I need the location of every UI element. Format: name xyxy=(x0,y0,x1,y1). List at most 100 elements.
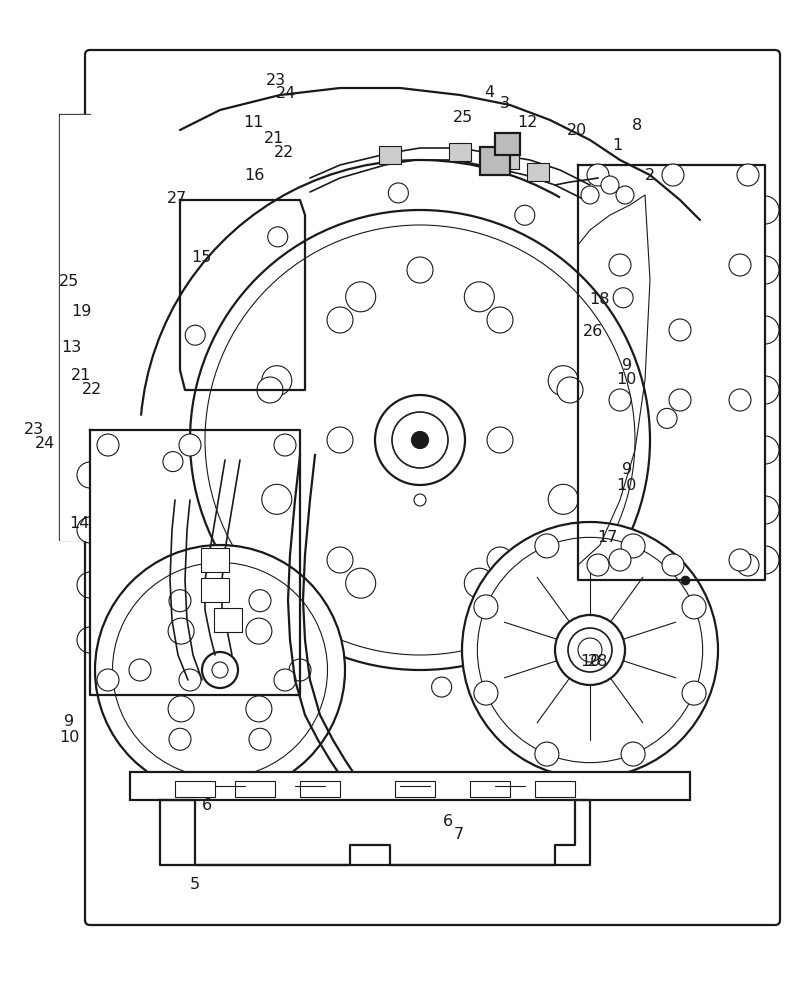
Bar xyxy=(534,781,574,797)
Circle shape xyxy=(345,282,375,312)
Circle shape xyxy=(668,319,690,341)
Circle shape xyxy=(477,537,702,763)
Text: 6: 6 xyxy=(443,814,453,829)
Text: 7: 7 xyxy=(453,827,463,842)
Text: 25: 25 xyxy=(453,110,472,125)
Bar xyxy=(214,608,242,632)
Circle shape xyxy=(273,669,296,691)
Text: 23: 23 xyxy=(266,73,285,88)
Circle shape xyxy=(168,618,194,644)
Text: 9: 9 xyxy=(64,714,74,729)
Text: 17: 17 xyxy=(596,530,617,546)
Polygon shape xyxy=(60,115,90,540)
Circle shape xyxy=(661,554,683,576)
Circle shape xyxy=(249,728,271,750)
FancyBboxPatch shape xyxy=(85,50,779,925)
Text: 14: 14 xyxy=(69,516,90,532)
Text: 20: 20 xyxy=(566,123,586,138)
Circle shape xyxy=(392,412,448,468)
Circle shape xyxy=(616,186,633,204)
Circle shape xyxy=(556,377,582,403)
Text: 2: 2 xyxy=(644,168,654,183)
Circle shape xyxy=(345,568,375,598)
Text: 25: 25 xyxy=(59,274,79,290)
Circle shape xyxy=(273,434,296,456)
Text: 18: 18 xyxy=(588,292,609,308)
Circle shape xyxy=(375,395,465,485)
Text: 12: 12 xyxy=(517,115,538,130)
Circle shape xyxy=(414,494,426,506)
Circle shape xyxy=(268,227,287,247)
Text: 24: 24 xyxy=(276,86,295,101)
Circle shape xyxy=(612,288,633,308)
Text: 16: 16 xyxy=(243,168,264,183)
Circle shape xyxy=(514,205,534,225)
Text: 21: 21 xyxy=(264,131,285,146)
Text: 15: 15 xyxy=(191,250,212,265)
Circle shape xyxy=(257,377,283,403)
Text: 1: 1 xyxy=(611,138,621,153)
Circle shape xyxy=(327,307,353,333)
Bar xyxy=(379,146,401,164)
Circle shape xyxy=(97,669,119,691)
Circle shape xyxy=(246,696,272,722)
Bar xyxy=(234,781,275,797)
Circle shape xyxy=(169,590,191,612)
Bar xyxy=(448,143,470,161)
Circle shape xyxy=(728,254,750,276)
Text: 27: 27 xyxy=(167,191,187,206)
Circle shape xyxy=(547,484,577,514)
Circle shape xyxy=(547,366,577,396)
Bar xyxy=(495,133,519,155)
Circle shape xyxy=(661,164,683,186)
Bar xyxy=(526,163,548,181)
Circle shape xyxy=(474,595,497,619)
Circle shape xyxy=(736,164,758,186)
Text: 8: 8 xyxy=(632,118,642,133)
Circle shape xyxy=(551,633,572,653)
Circle shape xyxy=(305,655,324,675)
Circle shape xyxy=(261,366,291,396)
Circle shape xyxy=(169,728,191,750)
Text: 11: 11 xyxy=(242,115,264,130)
Circle shape xyxy=(204,225,634,655)
Circle shape xyxy=(207,572,226,592)
Bar xyxy=(496,151,518,169)
Circle shape xyxy=(464,568,494,598)
Circle shape xyxy=(461,522,717,778)
Circle shape xyxy=(202,652,238,688)
Text: 5: 5 xyxy=(190,878,200,892)
Bar xyxy=(479,147,509,175)
Bar xyxy=(201,578,229,602)
Circle shape xyxy=(185,325,205,345)
Circle shape xyxy=(411,432,427,448)
Text: 13: 13 xyxy=(62,340,81,355)
Text: 10: 10 xyxy=(616,478,637,492)
Bar xyxy=(470,781,509,797)
Circle shape xyxy=(577,638,601,662)
Bar xyxy=(201,548,229,572)
Circle shape xyxy=(190,210,649,670)
Text: 23: 23 xyxy=(24,422,44,438)
Circle shape xyxy=(163,452,182,472)
Circle shape xyxy=(581,186,599,204)
Circle shape xyxy=(95,545,345,795)
Circle shape xyxy=(97,434,119,456)
Text: 21: 21 xyxy=(71,367,92,382)
Circle shape xyxy=(249,590,271,612)
Circle shape xyxy=(668,389,690,411)
Circle shape xyxy=(212,662,228,678)
Circle shape xyxy=(406,257,432,283)
Text: 10: 10 xyxy=(58,730,79,745)
Text: 9: 9 xyxy=(621,462,631,478)
Circle shape xyxy=(586,164,608,186)
Circle shape xyxy=(620,534,644,558)
Text: 9: 9 xyxy=(621,358,631,372)
Circle shape xyxy=(487,307,513,333)
Circle shape xyxy=(681,681,706,705)
Circle shape xyxy=(474,681,497,705)
Circle shape xyxy=(464,282,494,312)
Circle shape xyxy=(168,696,194,722)
Text: 10: 10 xyxy=(579,654,600,670)
Text: 28: 28 xyxy=(587,654,608,670)
